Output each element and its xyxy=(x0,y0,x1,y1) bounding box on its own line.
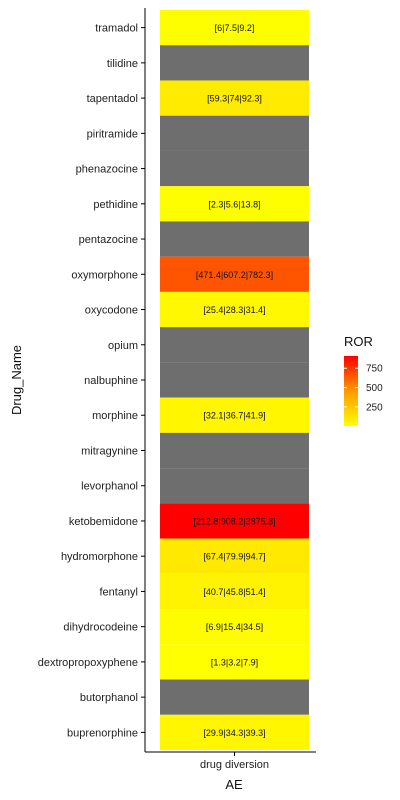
heatmap-cell-buprenorphine xyxy=(160,714,309,750)
heatmap-cell-dextropropoxyphene xyxy=(160,644,309,680)
heatmap-cell-levorphanol xyxy=(160,468,309,504)
y-tick-label-tilidine: tilidine xyxy=(107,58,138,70)
heatmap-cells xyxy=(160,10,309,750)
heatmap-cell-ketobemidone xyxy=(160,503,309,539)
y-tick-label-pentazocine: pentazocine xyxy=(79,234,138,246)
heatmap-cell-oxycodone xyxy=(160,291,309,328)
y-tick-label-dextropropoxyphene: dextropropoxyphene xyxy=(38,657,138,669)
heatmap-cell-mitragynine xyxy=(160,432,309,469)
heatmap-cell-nalbuphine xyxy=(160,362,309,398)
y-tick-label-nalbuphine: nalbuphine xyxy=(84,375,138,387)
cell-label-fentanyl: [40.7|45.8|51.4] xyxy=(203,587,265,597)
cell-labels: [6|7.5|9.2] [59.3|74|92.3] [2.3|5.6|13.8] [… xyxy=(193,23,275,738)
y-tick-label-butorphanol: butorphanol xyxy=(80,692,138,704)
cell-label-dihydrocodeine: [6.9|15.4|34.5] xyxy=(206,622,263,632)
y-tick-label-buprenorphine: buprenorphine xyxy=(67,727,138,739)
heatmap-cell-pethidine xyxy=(160,186,309,222)
heatmap-cell-oxymorphone xyxy=(160,256,309,292)
cell-label-tapentadol: [59.3|74|92.3] xyxy=(207,94,262,104)
cell-label-dextropropoxyphene: [1.3|3.2|7.9] xyxy=(211,657,258,667)
cell-label-oxycodone: [25.4|28.3|31.4] xyxy=(203,305,265,315)
cell-label-morphine: [32.1|36.7|41.9] xyxy=(203,411,265,421)
y-tick-label-levorphanol: levorphanol xyxy=(81,481,138,493)
y-tick-label-fentanyl: fentanyl xyxy=(99,586,138,598)
heatmap-cell-piritramide xyxy=(160,115,309,151)
y-tick-label-morphine: morphine xyxy=(92,410,138,422)
cell-label-ketobemidone: [212.8|908.2|3875.8] xyxy=(193,516,275,526)
legend-ticks: 750 500 250 xyxy=(344,364,383,413)
legend-colorbar xyxy=(344,356,358,426)
heatmap-cell-hydromorphone xyxy=(160,538,309,574)
heatmap-cell-pentazocine xyxy=(160,221,309,257)
legend-tick-label-250: 250 xyxy=(366,402,383,413)
legend-title: ROR xyxy=(344,334,373,349)
heatmap-cell-dihydrocodeine xyxy=(160,609,309,645)
heatmap-cell-opium xyxy=(160,327,309,363)
cell-label-hydromorphone: [67.4|79.9|94.7] xyxy=(203,552,265,562)
y-tick-label-dihydrocodeine: dihydrocodeine xyxy=(63,622,138,634)
x-tick-labels: drug diversion xyxy=(200,752,269,771)
legend-tick-label-500: 500 xyxy=(366,383,383,394)
y-tick-label-oxycodone: oxycodone xyxy=(85,305,138,317)
y-tick-label-tramadol: tramadol xyxy=(95,23,138,35)
heatmap-cell-butorphanol xyxy=(160,679,309,715)
y-tick-label-ketobemidone: ketobemidone xyxy=(69,516,138,528)
cell-label-buprenorphine: [29.9|34.3|39.3] xyxy=(203,728,265,738)
y-tick-label-mitragynine: mitragynine xyxy=(81,445,138,457)
heatmap-cell-tramadol xyxy=(160,10,309,46)
y-axis-title: Drug_Name xyxy=(9,345,24,415)
y-tick-label-tapentadol: tapentadol xyxy=(87,93,138,105)
y-tick-label-hydromorphone: hydromorphone xyxy=(61,551,138,563)
heatmap-cell-phenazocine xyxy=(160,150,309,187)
heatmap-cell-tilidine xyxy=(160,45,309,81)
y-tick-labels: tramadol tilidine tapentadol piritramide phe… xyxy=(38,23,145,739)
x-tick-label-0: drug diversion xyxy=(200,759,269,771)
cell-label-pethidine: [2.3|5.6|13.8] xyxy=(208,199,260,209)
color-legend: ROR 750 500 250 xyxy=(344,334,383,426)
x-axis-title: AE xyxy=(225,777,243,792)
cell-label-oxymorphone: [471.4|607.2|782.3] xyxy=(196,270,273,280)
y-tick-label-oxymorphone: oxymorphone xyxy=(71,269,138,281)
heatmap-cell-tapentadol xyxy=(160,80,309,116)
cell-label-tramadol: [6|7.5|9.2] xyxy=(215,23,255,33)
y-tick-label-phenazocine: phenazocine xyxy=(76,164,138,176)
y-tick-label-opium: opium xyxy=(108,340,138,352)
y-tick-label-piritramide: piritramide xyxy=(87,128,138,140)
legend-tick-label-750: 750 xyxy=(366,364,383,375)
y-tick-label-pethidine: pethidine xyxy=(93,199,138,211)
heatmap-cell-morphine xyxy=(160,397,309,433)
heatmap-cell-fentanyl xyxy=(160,573,309,610)
